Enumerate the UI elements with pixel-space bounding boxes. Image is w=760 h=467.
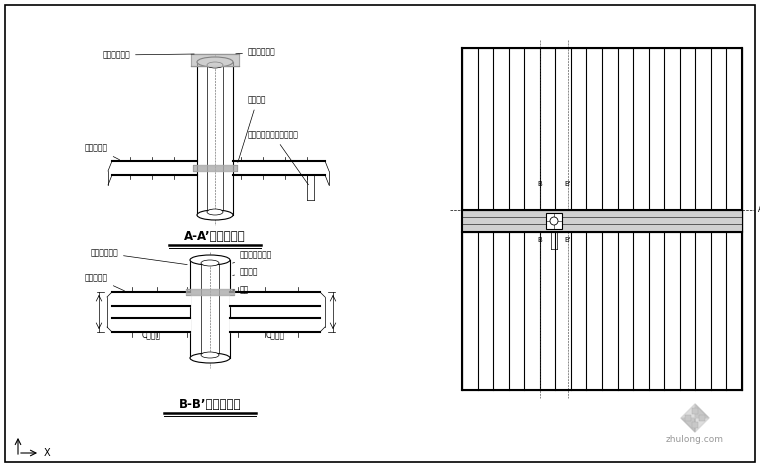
Text: 不锈钉板: 不锈钉板 <box>233 268 258 276</box>
Text: A: A <box>758 205 760 214</box>
Bar <box>679 48 695 390</box>
Bar <box>633 48 649 390</box>
Bar <box>556 48 571 390</box>
Ellipse shape <box>190 255 230 265</box>
Polygon shape <box>681 418 695 432</box>
Text: B: B <box>537 181 543 187</box>
Polygon shape <box>695 418 709 432</box>
Text: C型檩条: C型檩条 <box>141 331 160 340</box>
Polygon shape <box>681 404 695 418</box>
Text: 屋顶彩钉板: 屋顶彩钉板 <box>85 274 125 291</box>
Bar <box>462 48 742 390</box>
Text: B': B' <box>565 181 572 187</box>
Bar <box>727 48 742 390</box>
Text: B: B <box>537 237 543 243</box>
Bar <box>462 210 742 232</box>
Text: 烟囱盖接水水平: 烟囱盖接水水平 <box>233 250 272 263</box>
Text: 烟囱盖接水层: 烟囱盖接水层 <box>236 48 276 57</box>
Bar <box>462 48 477 390</box>
Text: C型檩条: C型檩条 <box>265 331 284 340</box>
Bar <box>664 48 679 390</box>
Text: B': B' <box>565 237 572 243</box>
Text: B-B’烟囱剪面图: B-B’烟囱剪面图 <box>179 398 241 411</box>
Bar <box>477 48 493 390</box>
Bar <box>692 408 698 414</box>
Text: A-A’烟囱剪面图: A-A’烟囱剪面图 <box>184 231 245 243</box>
Ellipse shape <box>207 209 223 215</box>
Text: 不锈钉围冈盖: 不锈钉围冈盖 <box>90 248 187 265</box>
Text: 不锈钉头夸笼: 不锈钉头夸笼 <box>103 50 195 59</box>
Text: 不锈钉板: 不锈钉板 <box>238 95 267 163</box>
Bar <box>649 48 664 390</box>
Bar <box>587 48 602 390</box>
Bar <box>540 48 556 390</box>
Bar <box>524 48 540 390</box>
Ellipse shape <box>197 210 233 220</box>
Bar <box>685 415 691 421</box>
Polygon shape <box>695 404 709 418</box>
Bar <box>695 48 711 390</box>
Bar <box>493 48 508 390</box>
Text: 水层（回面水层）流水管: 水层（回面水层）流水管 <box>248 130 309 185</box>
Ellipse shape <box>197 57 233 67</box>
Ellipse shape <box>190 353 230 363</box>
Bar <box>699 415 705 421</box>
Ellipse shape <box>207 62 223 68</box>
Bar <box>618 48 633 390</box>
Bar <box>711 48 727 390</box>
Ellipse shape <box>201 352 219 358</box>
Ellipse shape <box>201 260 219 266</box>
Text: 屋顶彩钉板: 屋顶彩钉板 <box>85 143 119 160</box>
Bar <box>692 422 698 428</box>
Bar <box>571 48 587 390</box>
Text: X: X <box>44 448 51 458</box>
Bar <box>602 48 618 390</box>
Circle shape <box>550 217 558 225</box>
Text: zhulong.com: zhulong.com <box>666 436 724 445</box>
Text: 水层: 水层 <box>233 285 249 295</box>
Bar <box>546 213 562 229</box>
Bar <box>508 48 524 390</box>
